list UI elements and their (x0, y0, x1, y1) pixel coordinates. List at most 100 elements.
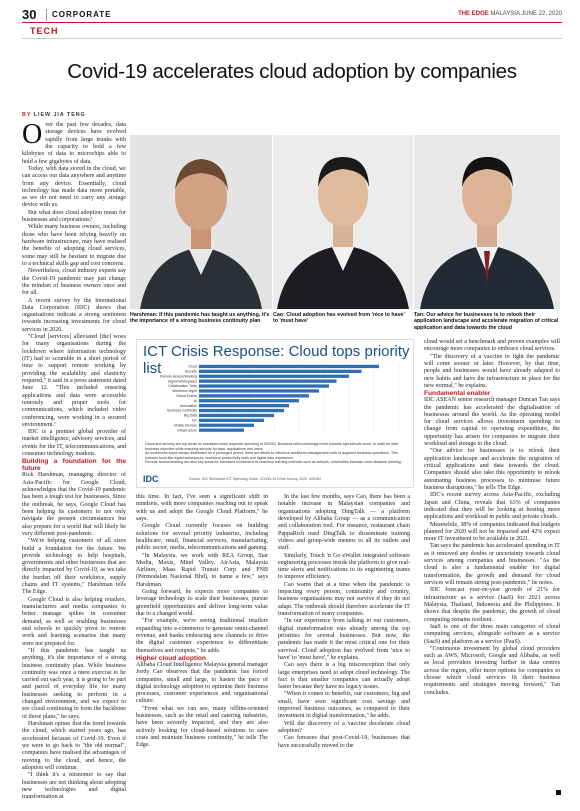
paragraph: IDC forecast year-on-year growth of 21% … (424, 587, 560, 623)
paragraph: Rick Harshman, managing director of Asia… (22, 472, 126, 537)
paragraph: Similarly, Touch 'n Go eWallet integrate… (278, 552, 410, 581)
chart-category-label: Virtual Events (176, 394, 197, 398)
chart-notes: Cloud and security are top areas for sus… (145, 442, 407, 465)
paragraph: Google Cloud currently focuses on buildi… (136, 523, 268, 552)
paragraph: "From what we can see, many offline-orie… (136, 705, 268, 749)
chart-bar (199, 389, 319, 393)
masthead: THE EDGE MALAYSIA JUNE 22, 2020 (458, 11, 562, 17)
paragraph: Cao says there is a big misconception th… (278, 662, 410, 691)
chart-category-label: IoT (192, 419, 197, 423)
chart-bar (199, 404, 289, 408)
paragraph: IDC ASEAN senior research manager Duncan… (424, 397, 560, 448)
byline-by: BY (22, 112, 34, 118)
caption-harshman: Harshman: If this pandemic has taught us… (130, 312, 270, 325)
paragraph: "In our experience from talking to our c… (278, 618, 410, 661)
chart-bar (199, 369, 362, 373)
paragraph: Nevertheless, cloud industry experts say… (22, 268, 126, 297)
paragraph: "When it comes to benefits, our customer… (278, 691, 410, 720)
chart-category-label: Big Data (184, 414, 197, 418)
paragraph: Will the discovery of a vaccine decelera… (278, 720, 410, 734)
paragraph: "I think it's a misnomer to say that bus… (22, 772, 126, 801)
paragraph: Google Cloud is also helping retailers, … (22, 596, 126, 647)
chart-note-1: Cloud and security are top areas for sus… (145, 442, 399, 451)
header-rule (22, 22, 562, 23)
paragraph: Today, with data stored in the cloud, we… (22, 165, 126, 209)
photo-cao (273, 135, 413, 309)
photo-tan (414, 135, 560, 309)
chart-category-label: Security (185, 370, 198, 374)
chart-category-label: AI (194, 399, 197, 403)
photo-harshman (130, 135, 272, 309)
chart-bar (199, 418, 264, 422)
paragraph: "If this pandemic has taught us anything… (22, 647, 126, 720)
paragraph: But what does cloud adoption mean for bu… (22, 209, 126, 224)
section-label: CORPORATE (52, 10, 112, 19)
chart-ict-crisis-response: ICT Crisis Response: Cloud tops priority… (136, 339, 414, 488)
chart-category-label: Cloud (188, 365, 197, 369)
paragraph: "Our advice for businesses is to relook … (424, 448, 560, 491)
chart-bar (199, 413, 274, 418)
paragraph: Going forward, he expects more companies… (136, 589, 268, 617)
chart-bar (199, 379, 337, 383)
chart-note-3: Remote access/working are also key areas… (145, 460, 402, 465)
drop-cap: O (22, 119, 43, 150)
chart-note-2: As workforces could remain distributed f… (145, 451, 398, 460)
chart-title: ICT Crisis Response: Cloud tops priority… (143, 343, 410, 377)
column-3: In the last few months, says Cao, there … (278, 494, 410, 794)
paragraph: "In Malaysia, we work with REA Group, St… (136, 552, 268, 588)
paragraph: Cao warns that at a time when the pandem… (278, 581, 410, 617)
chart-category-label: Automation (180, 404, 197, 408)
chart-bar (199, 374, 349, 378)
paragraph: IDC is a premier global provider of mark… (22, 429, 126, 458)
page-number: 30 (22, 7, 37, 22)
header-divider (46, 9, 47, 21)
column-4: cloud would set a benchmark and proven e… (424, 339, 560, 794)
paragraph: Harshman opines that the trend towards t… (22, 721, 126, 771)
lead-text: ver the past few decades, data storage d… (22, 122, 126, 165)
portrait-harshman (130, 135, 272, 309)
chart-bar (199, 408, 284, 413)
chart-category-label: Collaboration Tools (168, 384, 197, 388)
paragraph: IDC's recent survey across Asia-Pacific,… (424, 492, 560, 521)
idc-logo: IDC (143, 474, 159, 484)
chart-category-label: Remote Access/Working (160, 374, 197, 378)
chart-footer: IDC Source: IDC Worldwide ICT Spending G… (143, 474, 409, 484)
column-2: this time. In fact, I've seen a signific… (136, 494, 268, 794)
chart-source: Source: IDC Worldwide ICT Spending Guide… (189, 477, 321, 481)
paragraph: While many business owners, including th… (22, 224, 126, 267)
chart-bar (199, 364, 379, 369)
byline-author: LIEW JIA TENG (33, 112, 86, 118)
page-header: 30 CORPORATE THE EDGE MALAYSIA JUNE 22, … (22, 5, 562, 27)
headline: Covid-19 accelerates cloud adoption by c… (67, 60, 517, 83)
chart-category-label: Infrastructure (177, 428, 197, 432)
chart-category-label: Business Continuity (167, 409, 197, 413)
chart-category-label: Workforce Mgmt (172, 389, 197, 393)
chart-bar (199, 428, 244, 432)
portrait-cao (273, 135, 413, 309)
chart-bar (199, 394, 309, 398)
portrait-tan (414, 135, 560, 309)
paragraph: A recent survey by the International Dat… (22, 297, 126, 333)
masthead-brand: THE EDGE (458, 11, 489, 17)
subsection-rule (22, 38, 562, 39)
paragraph: cloud would set a benchmark and proven e… (424, 339, 560, 353)
paragraph: Tan says the pandemic has accelerated sp… (424, 543, 560, 586)
paragraph: this time. In fact, I've seen a signific… (136, 494, 268, 522)
subsection-label: TECH (30, 26, 59, 36)
caption-tan: Tan: Our advice for businesses is to rel… (414, 312, 559, 331)
paragraph: "The discovery of a vaccine to fight the… (424, 353, 560, 389)
paragraph: "We're helping customers of all sizes bu… (22, 538, 126, 596)
byline: BY LIEW JIA TENG (22, 112, 86, 118)
paragraph: Meanwhile, 38% of companies indicated th… (424, 521, 560, 543)
end-mark (556, 790, 561, 795)
paragraph: "Continuous investment by global cloud p… (424, 645, 560, 696)
subheading: Fundamental enabler (424, 390, 491, 398)
chart-bar (199, 423, 254, 427)
chart-category-label: Mobile Devices (174, 423, 197, 427)
paragraph: In the last few months, says Cao, there … (278, 494, 410, 552)
paragraph: Alibaba Cloud Intelligence Malaysia gene… (136, 661, 268, 705)
masthead-date: MALAYSIA JUNE 22, 2020 (488, 11, 562, 17)
